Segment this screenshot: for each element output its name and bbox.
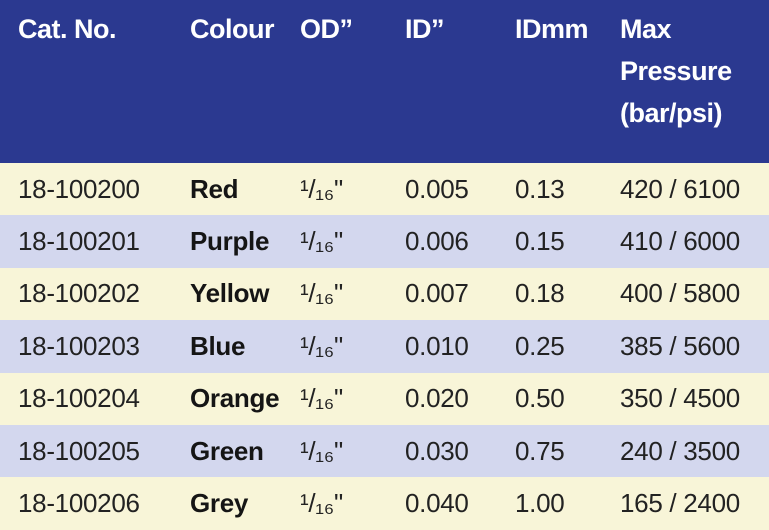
table-header: Cat. No. Colour OD” ID” IDmm Max Pressure (ba… xyxy=(0,0,769,163)
table-cell: 400 / 5800 xyxy=(620,278,740,309)
table-cell: 0.007 xyxy=(405,278,469,309)
table-cell: 18-100200 xyxy=(18,173,140,204)
table-row: 18-100203 Blue ¹/₁₆" 0.010 0.25 385 / 5600 xyxy=(0,320,769,373)
table-cell: 0.18 xyxy=(515,278,565,309)
table-row: 18-100205 Green ¹/₁₆" 0.030 0.75 240 / 3500 xyxy=(0,424,769,478)
table-row: 18-100201 Purple ¹/₁₆" 0.006 0.15 410 / 6000 xyxy=(0,215,769,268)
table-cell: ¹/₁₆" xyxy=(300,330,343,361)
table-cell: 18-100205 xyxy=(18,435,140,466)
table-row: 18-100206 Grey ¹/₁₆" 0.040 1.00 165 / 2400 xyxy=(0,477,769,530)
header-row: Cat. No. Colour OD” ID” IDmm Max Pressure (ba… xyxy=(0,0,769,163)
table-cell: ¹/₁₆" xyxy=(300,435,343,466)
table-cell: ¹/₁₆" xyxy=(300,383,343,414)
table-cell: Orange xyxy=(190,383,280,414)
table-cell: ¹/₁₆" xyxy=(300,173,343,204)
table-cell: 350 / 4500 xyxy=(620,383,740,414)
table-cell: 0.75 xyxy=(515,435,565,466)
table-cell: Red xyxy=(190,173,239,204)
table-cell: ¹/₁₆" xyxy=(300,226,343,257)
table-row: 18-100204 Orange ¹/₁₆" 0.020 0.50 350 / 4500 xyxy=(0,372,769,425)
table-cell: Grey xyxy=(190,488,249,519)
table-cell: 385 / 5600 xyxy=(620,330,740,361)
table-cell: 0.15 xyxy=(515,226,565,257)
table-cell: Green xyxy=(190,435,264,466)
table-cell: ¹/₁₆" xyxy=(300,278,343,309)
header-cell: ID” xyxy=(405,14,445,44)
table-cell: 18-100203 xyxy=(18,330,140,361)
table-cell: 0.005 xyxy=(405,173,469,204)
table-cell: 0.25 xyxy=(515,330,565,361)
table-cell: 0.030 xyxy=(405,435,469,466)
table-row: 18-100200 Red ¹/₁₆" 0.005 0.13 420 / 6100 xyxy=(0,163,769,216)
table-cell: 0.020 xyxy=(405,383,469,414)
table-cell: ¹/₁₆" xyxy=(300,488,343,519)
table-cell: 18-100202 xyxy=(18,278,140,309)
header-cell: Max Pressure (bar/psi) xyxy=(620,14,732,128)
table-cell: Blue xyxy=(190,330,246,361)
table-cell: 0.006 xyxy=(405,226,469,257)
table-cell: 0.010 xyxy=(405,330,469,361)
table-cell: 18-100206 xyxy=(18,488,140,519)
table-cell: Yellow xyxy=(190,278,270,309)
table-cell: 420 / 6100 xyxy=(620,173,740,204)
table-cell: 0.040 xyxy=(405,488,469,519)
table-cell: Purple xyxy=(190,226,270,257)
header-cell: IDmm xyxy=(515,14,589,44)
header-cell: Colour xyxy=(190,14,275,44)
table-cell: 165 / 2400 xyxy=(620,488,740,519)
table-cell: 240 / 3500 xyxy=(620,435,740,466)
header-cell: OD” xyxy=(300,14,353,44)
table-cell: 0.13 xyxy=(515,173,565,204)
table-cell: 18-100201 xyxy=(18,226,140,257)
table-cell: 1.00 xyxy=(515,488,565,519)
table-cell: 410 / 6000 xyxy=(620,226,740,257)
header-cell: Cat. No. xyxy=(18,14,117,44)
table-body: 18-100200 Red ¹/₁₆" 0.005 0.13 420 / 6100 18-1… xyxy=(0,163,769,530)
table-cell: 18-100204 xyxy=(18,383,140,414)
table-cell: 0.50 xyxy=(515,383,565,414)
table-row: 18-100202 Yellow ¹/₁₆" 0.007 0.18 400 / 5800 xyxy=(0,267,769,321)
